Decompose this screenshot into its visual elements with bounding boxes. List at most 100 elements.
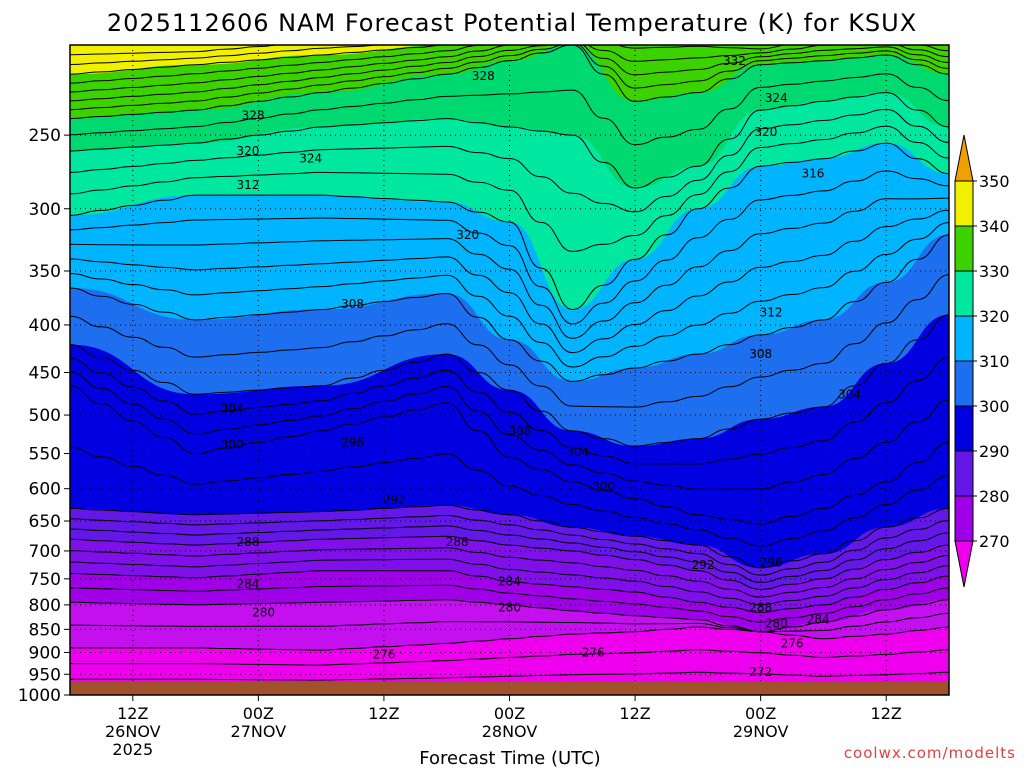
colorbar-label: 320 xyxy=(979,307,1010,326)
contour-label: 288 xyxy=(446,535,469,549)
isentrope-line xyxy=(70,612,949,633)
isentrope-line xyxy=(70,222,949,368)
isentrope-line xyxy=(70,45,396,65)
contour-label: 296 xyxy=(341,435,364,449)
y-tick-label: 750 xyxy=(29,570,61,590)
isentrope-line xyxy=(70,142,949,311)
x-tick-date: 27NOV xyxy=(231,722,287,741)
y-tick-label: 600 xyxy=(29,480,61,500)
x-tick-date: 26NOV xyxy=(105,722,161,741)
contour-label: 320 xyxy=(456,228,479,242)
isentrope-line xyxy=(70,108,949,213)
x-tick-time: 12Z xyxy=(117,704,148,723)
isentrope-line xyxy=(70,73,949,146)
colorbar-segment xyxy=(954,270,974,317)
isentrope-line xyxy=(70,584,949,623)
contour-label: 276 xyxy=(781,636,804,650)
colorbar-label: 350 xyxy=(979,172,1010,191)
contour-label: 280 xyxy=(498,600,521,614)
contour-labels: 332 328 324 328 320 320 324 316 312 320 308 312 308 3… xyxy=(221,54,861,679)
contour-label: 276 xyxy=(582,645,605,659)
colorbar-label: 280 xyxy=(979,487,1010,506)
colorbar: 270 280 290 300 310 320 330 340 350 xyxy=(954,134,1010,588)
contour-label: 272 xyxy=(749,665,772,679)
isentrope-line xyxy=(70,234,949,382)
y-tick-label: 950 xyxy=(29,665,61,685)
contour-label: 320 xyxy=(754,125,777,139)
contour-label: 292 xyxy=(383,493,406,507)
contour-label: 308 xyxy=(509,424,532,438)
isentrope-line xyxy=(70,504,949,569)
contour-label: 276 xyxy=(372,648,395,662)
isentrope-line xyxy=(70,558,949,606)
isentrope-line xyxy=(70,356,949,465)
colorbar-label: 330 xyxy=(979,262,1010,281)
contour-label: 332 xyxy=(723,54,746,68)
contour-label: 280 xyxy=(765,617,788,631)
y-tick-label: 300 xyxy=(29,200,61,220)
isentrope-line xyxy=(70,209,949,354)
contour-label: 328 xyxy=(242,108,265,122)
isentrope-line xyxy=(70,45,280,56)
credit-text[interactable]: coolwx.com/modelts xyxy=(844,744,1016,762)
contour-label: 312 xyxy=(760,306,783,320)
y-tick-label: 250 xyxy=(29,126,61,146)
y-tick-label: 650 xyxy=(29,512,61,532)
isentrope-line xyxy=(70,570,949,613)
isentrope-line xyxy=(70,92,949,189)
y-tick-label: 550 xyxy=(29,445,61,465)
isentrope-line xyxy=(70,671,949,681)
colorbar-label: 270 xyxy=(979,532,1010,551)
contour-label: 312 xyxy=(236,178,259,192)
contour-label: 284 xyxy=(498,574,521,588)
contour-label: 308 xyxy=(341,297,364,311)
x-tick-time: 12Z xyxy=(619,704,650,723)
isentrope-line xyxy=(70,274,949,408)
x-tick-time: 00Z xyxy=(494,704,525,723)
isentrope-line xyxy=(70,45,949,84)
colorbar-segment xyxy=(954,450,974,497)
y-tick-label: 350 xyxy=(29,262,61,282)
colorbar-label: 300 xyxy=(979,397,1010,416)
y-tick-label: 500 xyxy=(29,406,61,426)
y-tick-label: 1000 xyxy=(18,686,61,706)
contour-label: 328 xyxy=(472,69,495,83)
isentrope-line xyxy=(70,626,949,651)
x-tick-year: 2025 xyxy=(112,740,153,759)
contour-label: 288 xyxy=(236,535,259,549)
colorbar-segment xyxy=(954,180,974,227)
colorbar-high-arrow xyxy=(954,134,974,182)
contour-label: 320 xyxy=(236,144,259,158)
colorbar-low-arrow xyxy=(954,540,974,588)
contour-label: 300 xyxy=(592,480,615,494)
contour-label: 304 xyxy=(838,387,861,401)
contour-label: 296 xyxy=(760,555,783,569)
colorbar-segment xyxy=(954,405,974,452)
colorbar-label: 310 xyxy=(979,352,1010,371)
ground-surface xyxy=(70,681,949,695)
colorbar-segment xyxy=(954,315,974,362)
isentrope-line xyxy=(70,547,949,598)
colorbar-segment xyxy=(954,225,974,272)
contour-label: 308 xyxy=(749,347,772,361)
colorbar-segment xyxy=(954,495,974,542)
contour-label: 304 xyxy=(221,402,244,416)
isentrope-line xyxy=(70,385,949,525)
x-tick-time: 00Z xyxy=(243,704,274,723)
isentrope-line xyxy=(70,599,949,633)
isentrope-line xyxy=(70,197,949,339)
contour-label: 304 xyxy=(566,445,589,459)
isentrope-line xyxy=(70,371,949,490)
contour-label: 292 xyxy=(692,558,715,572)
y-tick-label: 700 xyxy=(29,542,61,562)
contour-label: 288 xyxy=(749,600,772,614)
isentrope-line xyxy=(70,649,949,666)
isentrope-line xyxy=(70,45,949,75)
contour-label: 316 xyxy=(802,167,825,181)
contour-label: 324 xyxy=(765,91,788,105)
y-tick-label: 900 xyxy=(29,643,61,663)
colorbar-segment xyxy=(954,360,974,407)
isentrope-line xyxy=(70,514,949,576)
